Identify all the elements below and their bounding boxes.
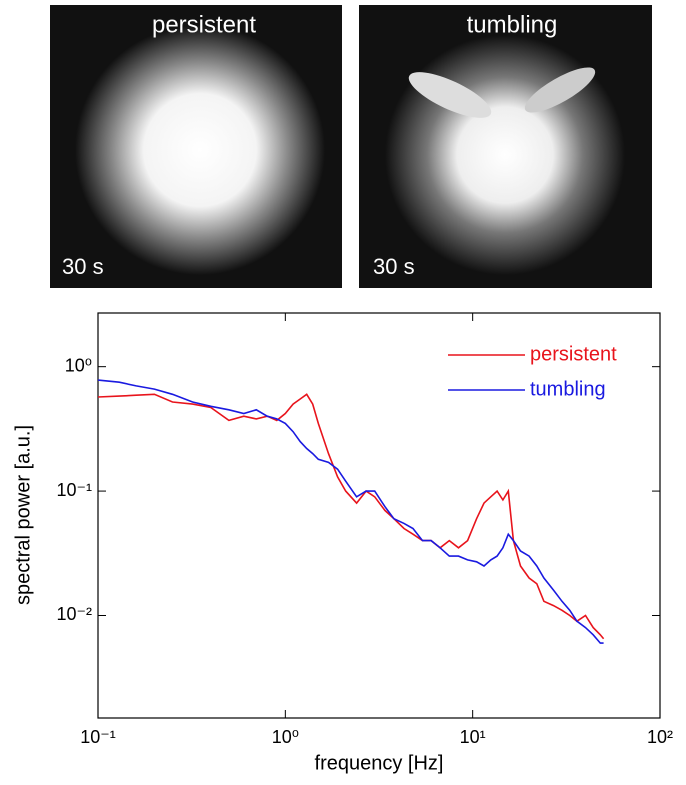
- y-tick-label: 10⁻²: [56, 604, 92, 624]
- x-tick-label: 10⁰: [272, 727, 299, 747]
- y-axis-label: spectral power [a.u.]: [12, 425, 34, 605]
- x-tick-label: 10¹: [460, 727, 486, 747]
- panel-tumbling: tumbling 30 s: [359, 5, 652, 288]
- series-line: [97, 393, 605, 640]
- panel-time: 30 s: [373, 254, 415, 279]
- x-axis-label: frequency [Hz]: [315, 752, 444, 774]
- colony-arm: [408, 72, 492, 118]
- y-tick-label: 10⁰: [65, 355, 92, 375]
- panel-title: tumbling: [467, 11, 558, 38]
- series-line: [97, 379, 604, 644]
- x-tick-label: 10⁻¹: [80, 727, 116, 747]
- y-tick-label: 10⁻¹: [56, 480, 92, 500]
- colony-arm: [524, 67, 596, 113]
- colony-blob: [75, 25, 325, 275]
- x-tick-label: 10²: [647, 727, 673, 747]
- legend-label: persistent: [530, 343, 617, 365]
- plot-frame: [97, 312, 661, 719]
- panel-time: 30 s: [62, 254, 104, 279]
- panel-title: persistent: [152, 11, 256, 38]
- legend-label: tumbling: [530, 378, 606, 400]
- panel-persistent: persistent 30 s: [50, 5, 342, 288]
